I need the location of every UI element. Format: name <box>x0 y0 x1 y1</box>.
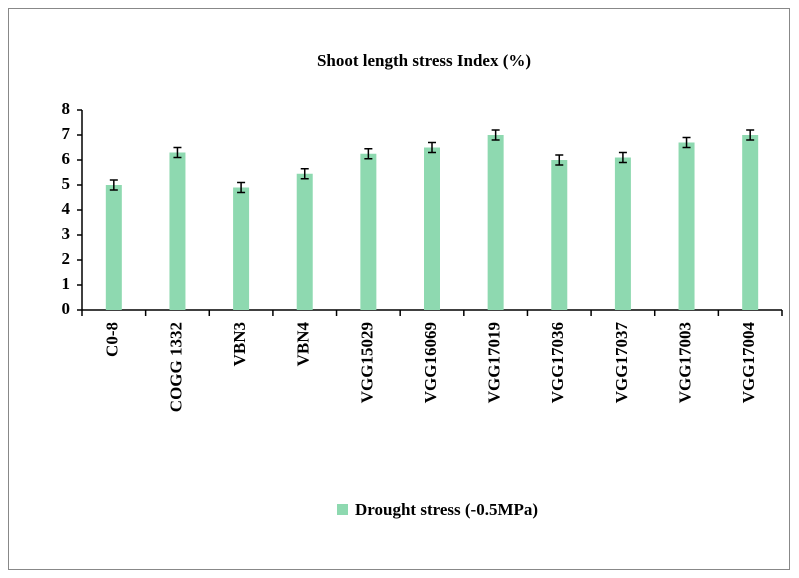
error-bar <box>618 151 627 164</box>
y-tick-label: 1 <box>62 274 71 293</box>
legend-label: Drought stress (-0.5MPa) <box>355 500 538 519</box>
x-tick-label: VGG17037 <box>612 322 631 404</box>
error-bar <box>491 129 500 141</box>
x-tick-label: COGG 1332 <box>166 322 185 412</box>
chart-title: Shoot length stress Index (%) <box>317 51 531 70</box>
y-tick-label: 3 <box>62 224 71 243</box>
error-bar <box>109 179 118 191</box>
bar <box>424 147 440 310</box>
bar <box>360 153 377 310</box>
error-bar <box>364 148 373 160</box>
y-tick-label: 4 <box>62 199 71 218</box>
bar <box>296 173 313 310</box>
x-tick-label: VGG17036 <box>548 322 567 403</box>
error-bar <box>746 129 755 141</box>
bar <box>105 185 122 310</box>
y-tick-label: 0 <box>62 299 71 318</box>
error-bar <box>237 181 246 194</box>
y-tick-label: 6 <box>62 149 71 168</box>
bar <box>614 157 631 310</box>
bar <box>678 142 695 310</box>
x-tick-label: VGG17004 <box>739 322 758 404</box>
bar <box>169 152 186 310</box>
y-tick-label: 7 <box>62 124 71 143</box>
legend-swatch <box>337 504 348 515</box>
x-tick-label: VGG15029 <box>357 322 376 403</box>
y-tick-label: 2 <box>62 249 71 268</box>
x-tick-label: VGG17003 <box>675 322 694 403</box>
bar <box>233 187 250 310</box>
x-tick-label: VBN4 <box>294 322 313 367</box>
x-tick-label: VGG17019 <box>485 322 504 403</box>
x-tick-label: C0-8 <box>103 322 122 357</box>
bar <box>487 135 504 310</box>
chart-border <box>8 8 790 570</box>
error-bar <box>428 141 436 154</box>
error-bar <box>300 168 309 180</box>
bar <box>742 135 759 310</box>
bar <box>551 160 568 310</box>
x-tick-label: VBN3 <box>230 322 249 366</box>
y-tick-label: 8 <box>62 99 71 118</box>
y-tick-label: 5 <box>62 174 71 193</box>
error-bar <box>682 136 691 149</box>
x-tick-label: VGG16069 <box>421 322 440 403</box>
error-bar <box>173 146 182 159</box>
error-bar <box>555 154 564 166</box>
